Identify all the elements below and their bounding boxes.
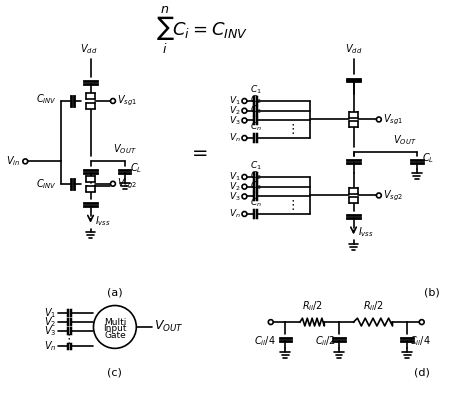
Circle shape: [242, 118, 247, 123]
Bar: [86, 176, 95, 182]
Text: $V_1$: $V_1$: [229, 171, 240, 183]
Text: $V_{OUT}$: $V_{OUT}$: [154, 319, 183, 334]
Text: $C_3$: $C_3$: [250, 179, 262, 192]
Text: $C_2$: $C_2$: [250, 169, 262, 182]
Text: $C_L$: $C_L$: [129, 161, 142, 175]
Text: $C_{INV}$: $C_{INV}$: [36, 92, 56, 106]
Circle shape: [242, 212, 247, 216]
Text: $V_{OUT}$: $V_{OUT}$: [393, 133, 417, 147]
Text: $V_3$: $V_3$: [229, 190, 240, 203]
Circle shape: [376, 117, 381, 122]
Text: Multi: Multi: [104, 318, 126, 326]
Circle shape: [242, 136, 247, 140]
Text: $V_2$: $V_2$: [44, 315, 56, 329]
Text: $V_{OUT}$: $V_{OUT}$: [113, 143, 137, 156]
Circle shape: [242, 174, 247, 179]
Text: $V_{sg2}$: $V_{sg2}$: [383, 188, 403, 203]
Circle shape: [242, 98, 247, 104]
Text: $\vdots$: $\vdots$: [286, 122, 295, 136]
Circle shape: [242, 194, 247, 199]
Circle shape: [268, 320, 273, 324]
Text: $\sum_{i}^{n} C_i = C_{INV}$: $\sum_{i}^{n} C_i = C_{INV}$: [156, 4, 249, 56]
Circle shape: [23, 159, 27, 164]
Circle shape: [110, 98, 115, 104]
Text: $\vdots$: $\vdots$: [286, 198, 295, 212]
Text: $C_n$: $C_n$: [250, 121, 262, 133]
Text: $V_3$: $V_3$: [229, 114, 240, 127]
Text: $=$: $=$: [188, 142, 208, 161]
Text: $V_2$: $V_2$: [229, 180, 240, 193]
Text: $C_{il}/4$: $C_{il}/4$: [409, 335, 431, 348]
Text: (d): (d): [414, 368, 429, 378]
Circle shape: [242, 108, 247, 113]
Text: $V_{sg1}$: $V_{sg1}$: [383, 112, 403, 127]
Bar: [349, 198, 358, 203]
Text: Gate: Gate: [104, 331, 126, 340]
Bar: [349, 188, 358, 194]
Text: $C_L$: $C_L$: [422, 152, 434, 165]
Text: $C_3$: $C_3$: [250, 103, 262, 116]
Text: $V_{dd}$: $V_{dd}$: [80, 42, 97, 56]
Text: (b): (b): [424, 288, 439, 298]
Text: $\vdots$: $\vdots$: [62, 332, 71, 346]
Text: (a): (a): [107, 288, 123, 298]
Text: $V_2$: $V_2$: [229, 104, 240, 117]
Text: $V_n$: $V_n$: [44, 340, 56, 353]
Text: $V_1$: $V_1$: [229, 95, 240, 107]
Circle shape: [242, 184, 247, 189]
Text: $C_2$: $C_2$: [250, 93, 262, 106]
Circle shape: [110, 181, 115, 186]
Text: $I_{vss}$: $I_{vss}$: [358, 226, 374, 239]
Text: $V_{sg1}$: $V_{sg1}$: [117, 94, 137, 108]
Text: $V_3$: $V_3$: [44, 324, 56, 338]
Text: $C_{il}/2$: $C_{il}/2$: [315, 335, 336, 348]
Text: $C_{il}/4$: $C_{il}/4$: [254, 335, 275, 348]
Bar: [349, 112, 358, 118]
Text: $V_n$: $V_n$: [229, 132, 240, 144]
Text: $V_1$: $V_1$: [44, 306, 56, 320]
Text: $R_{il}/2$: $R_{il}/2$: [301, 300, 323, 313]
Bar: [86, 186, 95, 192]
Text: $V_n$: $V_n$: [229, 208, 240, 220]
Text: $C_1$: $C_1$: [250, 84, 262, 96]
Circle shape: [419, 320, 424, 324]
Text: $R_{il}/2$: $R_{il}/2$: [363, 300, 383, 313]
Bar: [86, 103, 95, 109]
Text: $C_n$: $C_n$: [250, 196, 262, 209]
Bar: [349, 122, 358, 127]
Text: $C_{INV}$: $C_{INV}$: [36, 177, 56, 191]
Circle shape: [93, 306, 137, 348]
Bar: [86, 93, 95, 99]
Text: (c): (c): [108, 368, 122, 378]
Text: $V_{dd}$: $V_{dd}$: [345, 42, 362, 56]
Text: $I_{vss}$: $I_{vss}$: [95, 214, 111, 228]
Text: Input: Input: [103, 324, 127, 333]
Text: $C_1$: $C_1$: [250, 160, 262, 172]
Text: $V_{sg2}$: $V_{sg2}$: [117, 176, 137, 191]
Circle shape: [376, 193, 381, 198]
Text: $V_{in}$: $V_{in}$: [6, 154, 20, 168]
